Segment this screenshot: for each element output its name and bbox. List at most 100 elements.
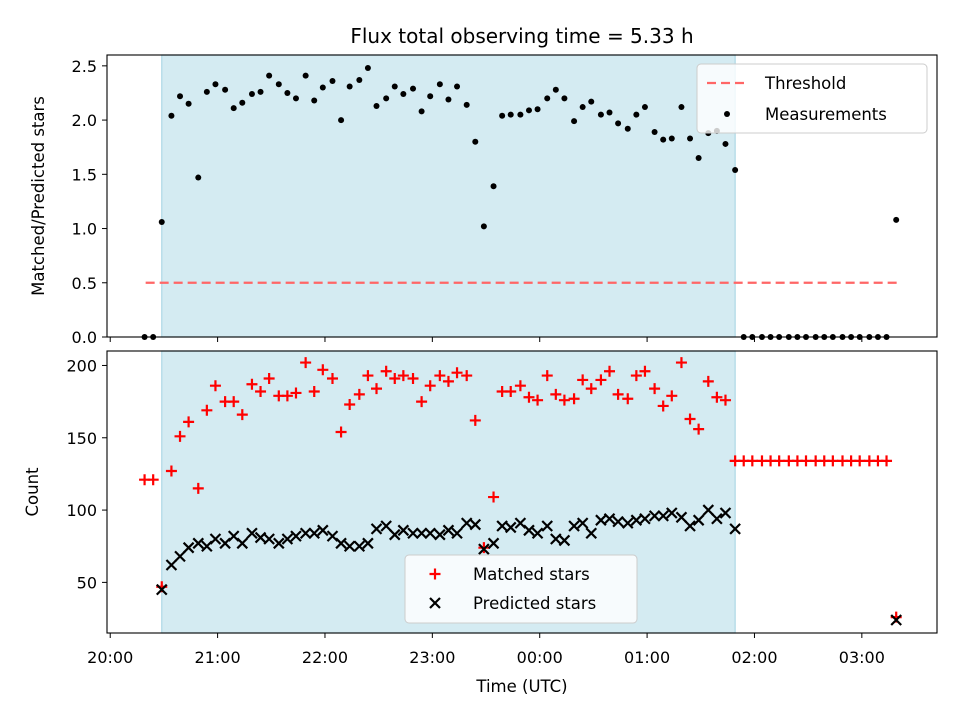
measurement-point: [329, 78, 336, 85]
matched-star-point: [407, 372, 419, 384]
matched-star-point: [532, 394, 544, 406]
matched-star-point: [147, 474, 159, 486]
predicted-star-point: [397, 524, 410, 537]
measurement-point: [292, 95, 299, 102]
matched-star-point: [719, 394, 731, 406]
measurement-point: [383, 95, 390, 102]
measurement-point: [257, 88, 264, 95]
measurement-point: [463, 101, 470, 108]
x-tick-label: 23:00: [409, 648, 455, 667]
predicted-star-point: [612, 515, 624, 528]
predicted-star-point: [174, 550, 186, 563]
legend-predicted-label: Predicted stars: [473, 594, 596, 613]
matched-star-point: [389, 372, 401, 384]
predicted-star-point: [451, 527, 463, 539]
measurement-point: [203, 88, 210, 95]
predicted-star-point: [281, 533, 294, 545]
measurement-point: [517, 111, 524, 118]
measurement-point: [427, 93, 434, 100]
matched-star-point: [209, 380, 221, 392]
measurement-point: [418, 108, 425, 115]
matched-star-point: [800, 455, 812, 467]
predicted-star-point: [684, 520, 696, 532]
predicted-star-point: [442, 524, 455, 537]
matched-star-point: [558, 394, 570, 406]
predicted-star-point: [343, 540, 356, 553]
measurement-point: [544, 95, 551, 102]
measurement-point: [480, 223, 487, 230]
measurement-point: [158, 219, 165, 226]
measurement-point: [561, 95, 568, 102]
matched-star-point: [228, 396, 240, 408]
predicted-star-point: [192, 537, 205, 550]
matched-star-point: [773, 455, 785, 467]
matched-star-point: [657, 400, 669, 412]
matched-star-point: [165, 465, 177, 477]
predicted-star-point: [675, 511, 688, 524]
matched-star-point: [326, 372, 338, 384]
matched-star-point: [362, 370, 374, 382]
matched-star-point: [684, 413, 696, 425]
measurement-point: [284, 89, 291, 96]
predicted-star-point: [576, 517, 589, 529]
x-tick-label: 03:00: [839, 648, 885, 667]
matched-star-point: [442, 375, 454, 387]
matched-star-point: [827, 455, 839, 467]
matched-star-point: [174, 430, 186, 442]
measurement-point: [319, 84, 326, 91]
measurement-point: [722, 140, 729, 147]
x-tick-label: 01:00: [624, 648, 670, 667]
measurement-point: [552, 86, 559, 93]
predicted-star-point: [595, 514, 607, 526]
predicted-star-point: [254, 531, 267, 544]
count-panel: 20:00 21:00 22:00 23:00 00:00 01:00 02:00 03:00…: [23, 350, 938, 667]
matched-star-point: [380, 365, 392, 377]
legend-box: [404, 554, 638, 624]
measurement-point: [507, 111, 514, 118]
measurement-point: [472, 138, 479, 145]
predicted-star-point: [630, 514, 643, 526]
measurement-point: [678, 104, 685, 111]
matched-star-point: [488, 491, 500, 503]
y-tick-label: 1.0: [72, 220, 97, 239]
predicted-star-point: [550, 533, 562, 545]
y-tick-label: 0.0: [72, 328, 97, 347]
axes-frame: [106, 54, 938, 338]
y-tick-label: 100: [66, 501, 97, 520]
measurement-point: [571, 118, 578, 125]
measurement-point: [373, 102, 380, 109]
predicted-star-point: [478, 543, 490, 555]
measurement-point: [311, 97, 318, 104]
matched-star-point: [622, 393, 634, 405]
measurement-point: [275, 81, 282, 88]
matched-star-point: [577, 374, 589, 386]
measurement-point: [615, 120, 622, 127]
measurement-point: [579, 104, 586, 111]
x-tick-label: 02:00: [731, 648, 777, 667]
matched-star-point: [505, 385, 517, 397]
predicted-star-point: [890, 614, 902, 626]
measurement-point: [445, 96, 452, 103]
measurement-point: [364, 65, 371, 72]
predicted-star-point: [487, 537, 500, 550]
predicted-star-point: [155, 583, 168, 596]
measurement-point: [239, 99, 246, 106]
measurement-point: [222, 86, 229, 93]
measurement-point: [177, 93, 184, 100]
measurement-point: [391, 83, 398, 90]
legend: Matched stars Predicted stars: [404, 554, 638, 624]
predicted-star-point: [469, 518, 482, 531]
y-tick-label: 1.5: [72, 165, 97, 184]
matched-star-point: [451, 367, 463, 379]
predicted-star-point: [335, 537, 347, 550]
measurement-point: [893, 216, 900, 223]
matched-star-point: [335, 426, 347, 438]
matched-star-point: [639, 365, 651, 377]
x-tick-label: 20:00: [87, 648, 133, 667]
matched-star-point: [585, 383, 597, 395]
measurement-point: [499, 112, 506, 119]
matched-star-point: [541, 370, 553, 382]
matched-star-point: [711, 391, 723, 403]
predicted-star-point: [504, 521, 517, 534]
measurement-point: [588, 98, 595, 105]
